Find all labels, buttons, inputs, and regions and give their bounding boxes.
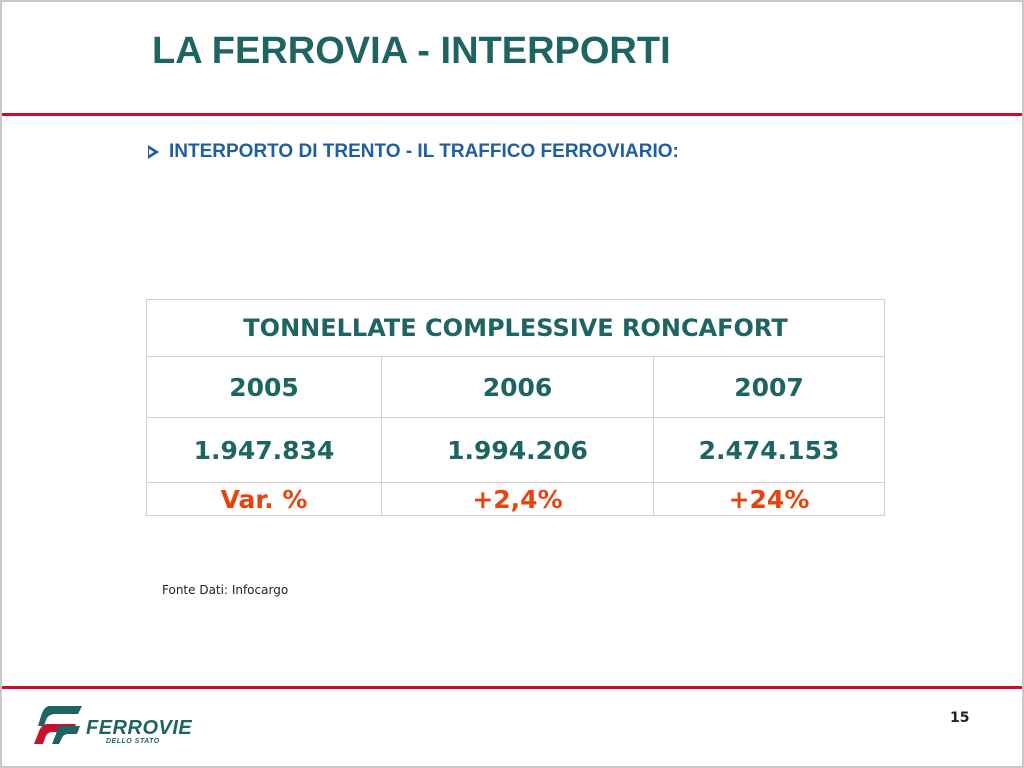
top-divider [2,113,1022,116]
variation-cell: +24% [653,482,885,516]
variation-label-cell: Var. % [146,482,382,516]
value-cell: 1.947.834 [146,417,382,483]
value-cell: 2.474.153 [653,417,885,483]
ferrovie-logo-icon [34,706,82,744]
slide-title: LA FERROVIA - INTERPORTI [152,30,671,72]
table-row: Var. % +2,4% +24% [146,482,885,516]
table-row: 1.947.834 1.994.206 2.474.153 [146,417,885,483]
logo-name: FERROVIE [86,717,193,739]
subtitle-text: INTERPORTO DI TRENTO - IL TRAFFICO FERRO… [169,141,679,162]
table-header: TONNELLATE COMPLESSIVE RONCAFORT [146,299,885,357]
arrow-bullet-icon [148,145,159,159]
year-cell: 2007 [653,356,885,418]
variation-cell: +2,4% [381,482,654,516]
table-row: 2005 2006 2007 [146,356,885,418]
year-cell: 2005 [146,356,382,418]
page-number: 15 [950,710,970,726]
subtitle: INTERPORTO DI TRENTO - IL TRAFFICO FERRO… [148,141,679,163]
traffic-table: TONNELLATE COMPLESSIVE RONCAFORT 2005 20… [146,299,885,516]
year-cell: 2006 [381,356,654,418]
bottom-divider [2,686,1022,689]
table-header-row: TONNELLATE COMPLESSIVE RONCAFORT [146,299,885,357]
value-cell: 1.994.206 [381,417,654,483]
data-source: Fonte Dati: Infocargo [162,583,289,597]
logo-subname: DELLO STATO [106,738,160,745]
